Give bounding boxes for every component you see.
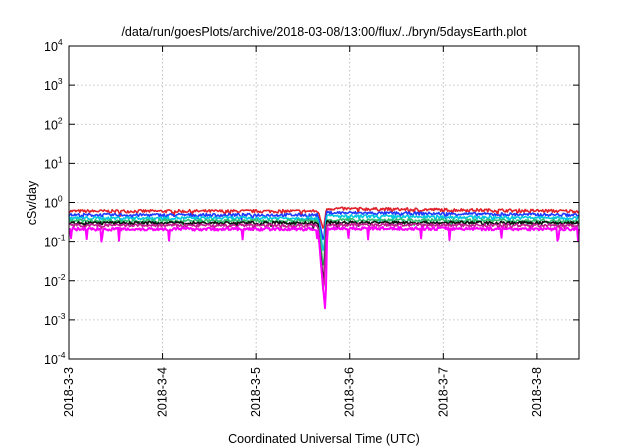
x-tick-label: 2018-3-7: [436, 367, 450, 417]
y-tick-label: 102: [44, 115, 63, 132]
y-tick-label: 104: [44, 37, 63, 54]
y-tick-label: 100: [44, 194, 63, 211]
grid: [69, 46, 579, 359]
y-tick-label: 10-2: [44, 272, 66, 289]
y-tick-label: 10-1: [44, 233, 66, 250]
chart-title: /data/run/goesPlots/archive/2018-03-08/1…: [121, 25, 527, 39]
series-line: [68, 225, 580, 310]
x-ticks: 2018-3-3 2018-3-4 2018-3-5 2018-3-6 2018-3-7…: [62, 46, 544, 417]
x-tick-label: 2018-3-3: [62, 367, 76, 417]
series-line: [68, 222, 580, 291]
plot-frame: [68, 45, 580, 360]
x-tick-label: 2018-3-8: [530, 367, 544, 417]
series-line: [68, 206, 580, 229]
x-tick-label: 2018-3-5: [249, 367, 263, 417]
x-axis-label: Coordinated Universal Time (UTC): [228, 432, 420, 446]
y-tick-label: 101: [44, 154, 63, 171]
y-tick-label: 10-3: [44, 311, 66, 328]
x-tick-label: 2018-3-6: [343, 367, 357, 417]
x-tick-label: 2018-3-4: [156, 367, 170, 417]
y-tick-label: 103: [44, 76, 63, 93]
series-group: [68, 206, 580, 310]
y-ticks: 104 103 102 101 100 10-1 10-2 10-3 10-4: [44, 37, 579, 367]
y-axis-label: cSv/day: [25, 180, 39, 225]
y-tick-label: 10-4: [44, 350, 66, 367]
